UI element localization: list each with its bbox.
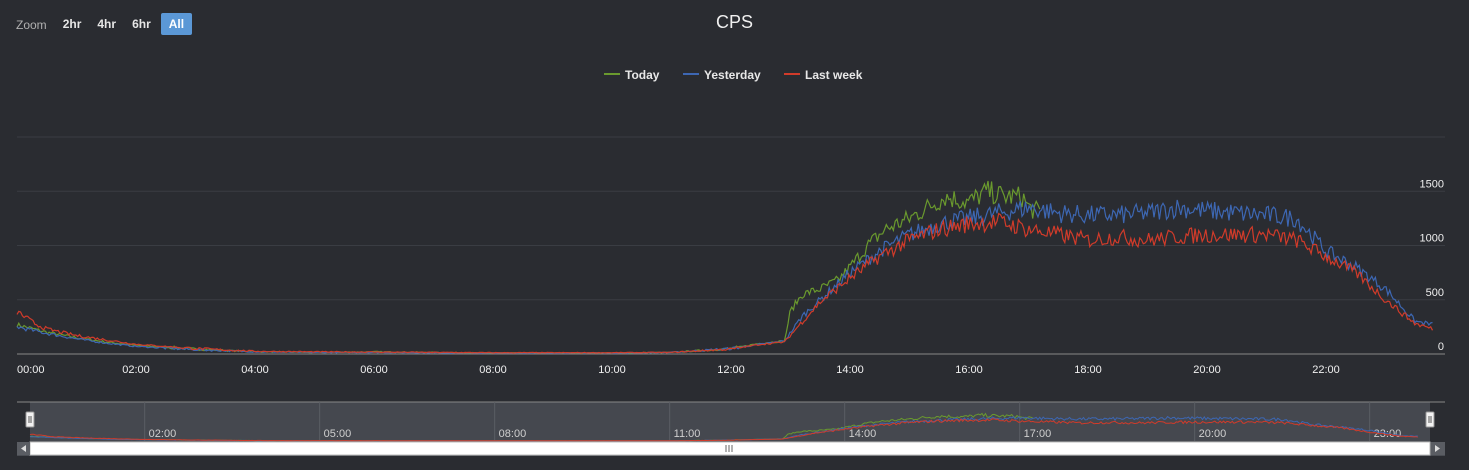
series-line-0: [16, 180, 1041, 354]
y-tick-label: 1500: [1420, 178, 1444, 190]
legend-label: Yesterday: [704, 68, 761, 82]
x-tick-label: 14:00: [836, 364, 864, 376]
series-line-1: [16, 199, 1433, 354]
navigator-tick-label: 02:00: [149, 428, 177, 440]
legend-item-1[interactable]: Yesterday: [683, 68, 761, 82]
series-line-2: [16, 212, 1434, 354]
legend-label: Today: [625, 68, 660, 82]
x-axis: 00:00 02:00 04:00 06:00 08:00 10:00 12:00 14:00…: [17, 364, 1340, 376]
series-lines: [16, 180, 1434, 354]
scroll-left-arrow-icon[interactable]: [17, 442, 30, 455]
x-tick-label: 02:00: [122, 364, 150, 376]
x-tick-label: 08:00: [479, 364, 507, 376]
y-tick-label: 500: [1426, 287, 1444, 299]
x-tick-label: 04:00: [241, 364, 269, 376]
x-tick-label: 12:00: [717, 364, 745, 376]
navigator-tick-label: 17:00: [1024, 428, 1052, 440]
navigator-tick-label: 05:00: [324, 428, 352, 440]
zoom-2hr-button[interactable]: 2hr: [62, 17, 82, 31]
x-tick-label: 20:00: [1193, 364, 1221, 376]
x-tick-label: 16:00: [955, 364, 983, 376]
legend-item-0[interactable]: Today: [604, 68, 660, 82]
x-tick-label: 00:00: [17, 364, 45, 376]
zoom-all-button[interactable]: All: [160, 13, 193, 35]
navigator-right-handle[interactable]: [1425, 411, 1435, 428]
y-tick-label: 0: [1438, 341, 1444, 353]
navigator-tick-label: 20:00: [1199, 428, 1227, 440]
x-tick-label: 10:00: [598, 364, 626, 376]
zoom-6hr-button[interactable]: 6hr: [132, 17, 151, 31]
zoom-4hr-button[interactable]: 4hr: [97, 17, 117, 31]
x-tick-label: 18:00: [1074, 364, 1102, 376]
legend: Today Yesterday Last week: [604, 68, 863, 82]
navigator-tick-label: 11:00: [674, 428, 701, 440]
y-tick-label: 1000: [1420, 233, 1444, 245]
navigator-series: [29, 412, 1418, 442]
y-axis: 0 500 1000 1500: [1420, 178, 1444, 353]
legend-label: Last week: [805, 68, 863, 82]
navigator-line-2: [29, 418, 1418, 442]
chart-title: CPS: [715, 12, 753, 32]
navigator-tick-label: 08:00: [499, 428, 527, 440]
legend-item-2[interactable]: Last week: [784, 68, 863, 82]
navigator-scrollbar[interactable]: [17, 441, 1445, 456]
grid: [17, 136, 1445, 355]
x-tick-label: 06:00: [360, 364, 388, 376]
zoom-label: Zoom: [16, 18, 47, 32]
navigator[interactable]: 02:00 05:00 08:00 11:00 14:00 17:00 20:00 23:00: [17, 401, 1445, 456]
zoom-bar: Zoom 2hr 4hr 6hr All: [16, 13, 193, 35]
x-tick-label: 22:00: [1312, 364, 1340, 376]
navigator-left-handle[interactable]: [25, 411, 35, 428]
scrollbar-thumb[interactable]: [29, 441, 1431, 456]
scroll-right-arrow-icon[interactable]: [1431, 442, 1445, 455]
navigator-tick-label: 14:00: [849, 428, 877, 440]
